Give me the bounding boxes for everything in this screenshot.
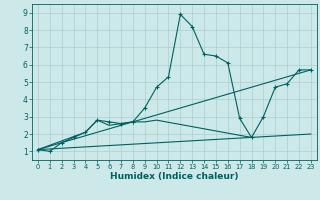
X-axis label: Humidex (Indice chaleur): Humidex (Indice chaleur): [110, 172, 239, 181]
